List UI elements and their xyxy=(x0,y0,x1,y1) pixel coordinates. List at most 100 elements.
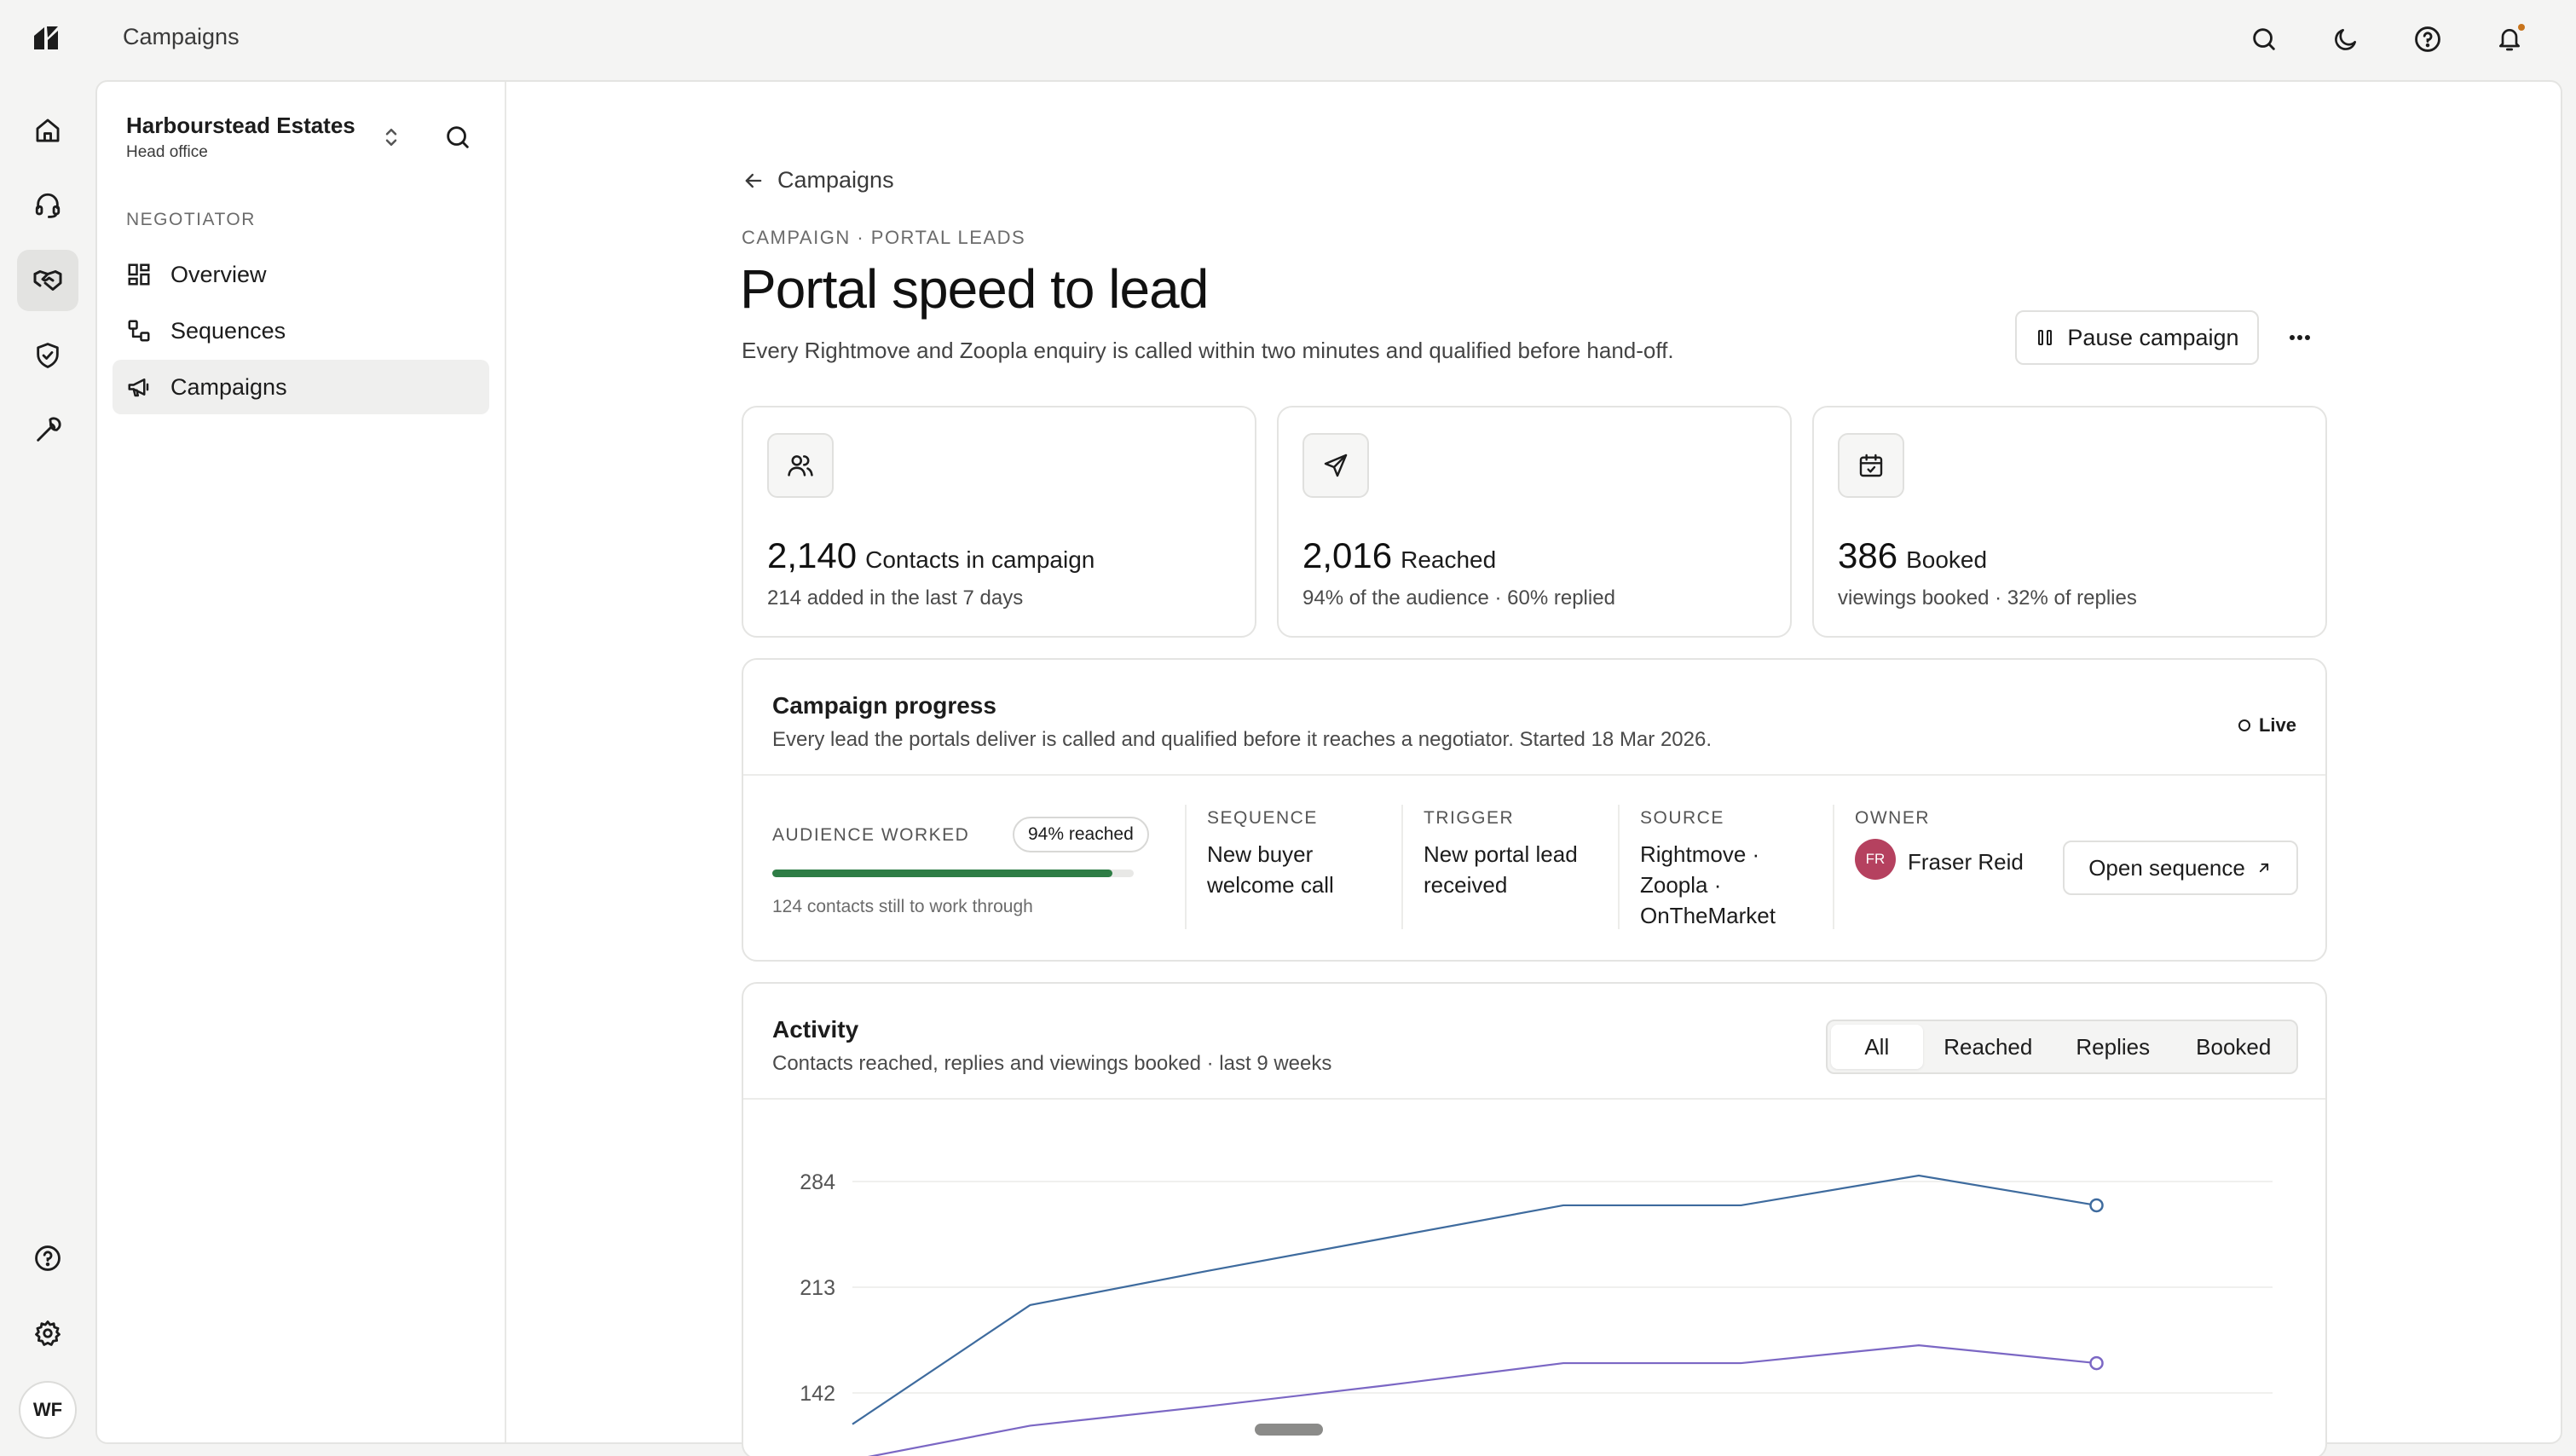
rail-security[interactable] xyxy=(17,325,78,386)
stat-icon-box xyxy=(767,433,834,498)
back-link-label: Campaigns xyxy=(777,167,894,193)
meta-separator xyxy=(1833,805,1834,929)
meta-separator xyxy=(1185,805,1187,929)
status-badge: Live xyxy=(2238,714,2296,737)
rail-tools[interactable] xyxy=(17,400,78,461)
tab-replies[interactable]: Replies xyxy=(2076,1033,2151,1060)
owner-label: OWNER xyxy=(1855,808,1930,828)
shield-icon xyxy=(37,343,59,368)
open-sequence-label: Open sequence xyxy=(2088,854,2245,881)
series-line-2 xyxy=(868,1344,2097,1456)
activity-chart: 284 213 142 xyxy=(800,1170,2273,1456)
sidebar-item-campaigns[interactable]: Campaigns xyxy=(113,360,489,414)
more-actions-button[interactable] xyxy=(2274,317,2325,358)
stat-card-reached: 2,016 Reached 94% of the audience · 60% r… xyxy=(1277,406,1792,638)
sidebar-section-label: NEGOTIATOR xyxy=(126,210,256,229)
sidebar-item-sequences[interactable]: Sequences xyxy=(113,303,489,358)
rail-help[interactable] xyxy=(17,1228,78,1289)
wrench-icon xyxy=(37,417,61,442)
stat-subtext: 214 added in the last 7 days xyxy=(767,586,1024,610)
audience-note: 124 contacts still to work through xyxy=(772,897,1033,916)
moon-icon xyxy=(2335,29,2356,50)
series-endpoint-1[interactable] xyxy=(2089,1198,2104,1213)
app-logo[interactable] xyxy=(31,24,63,53)
trigger-label: TRIGGER xyxy=(1424,808,1515,828)
rail-support[interactable] xyxy=(17,175,78,236)
stat-value-line: 2,016 Reached xyxy=(1302,535,1496,576)
owner-name: Fraser Reid xyxy=(1908,849,2024,875)
bell-icon xyxy=(2499,29,2520,51)
notification-dot xyxy=(2518,24,2525,31)
arrow-left-icon xyxy=(745,173,762,188)
open-sequence-button[interactable]: Open sequence xyxy=(2063,841,2298,895)
logo-icon xyxy=(34,26,58,49)
owner-avatar: FR xyxy=(1855,839,1896,880)
progress-title: Campaign progress xyxy=(772,692,996,719)
rail-settings[interactable] xyxy=(17,1303,78,1364)
notifications-button[interactable] xyxy=(2489,19,2530,60)
megaphone-icon xyxy=(128,378,149,397)
activity-card: Activity Contacts reached, replies and v… xyxy=(742,982,2327,1456)
topbar-title: Campaigns xyxy=(123,24,240,49)
audience-progress-bar xyxy=(772,870,1134,877)
stat-value-line: 2,140 Contacts in campaign xyxy=(767,535,1095,576)
scroll-handle[interactable] xyxy=(1255,1424,1323,1436)
page-description: Every Rightmove and Zoopla enquiry is ca… xyxy=(742,338,1674,363)
page-title: Portal speed to lead xyxy=(740,258,1209,320)
tab-all[interactable]: All xyxy=(1831,1025,1923,1069)
pause-campaign-button[interactable]: Pause campaign xyxy=(2015,310,2259,365)
pause-campaign-label: Pause campaign xyxy=(2067,324,2239,350)
help-icon xyxy=(2415,26,2440,52)
meta-separator xyxy=(1618,805,1620,929)
user-avatar[interactable]: WF xyxy=(19,1381,77,1439)
stat-card-booked: 386 Booked viewings booked · 32% of repli… xyxy=(1812,406,2327,638)
sequence-value: New buyer welcome call xyxy=(1207,841,1334,898)
y-tick-label: 213 xyxy=(800,1276,835,1300)
calendar-check-icon xyxy=(1859,454,1883,477)
search-icon xyxy=(447,126,469,148)
tab-reached[interactable]: Reached xyxy=(1944,1033,2033,1060)
search-button[interactable] xyxy=(2244,19,2284,60)
audience-label: AUDIENCE WORKED xyxy=(772,825,970,845)
users-icon xyxy=(788,455,813,477)
meta-separator xyxy=(1401,805,1403,929)
handshake-icon xyxy=(33,270,62,291)
stat-subtext: 94% of the audience · 60% replied xyxy=(1302,586,1615,610)
sidebar-item-overview[interactable]: Overview xyxy=(113,247,489,302)
sidebar-item-label: Overview xyxy=(170,261,267,287)
series-endpoint-2[interactable] xyxy=(2089,1355,2104,1371)
org-subtitle: Head office xyxy=(126,143,208,161)
stat-label: Reached xyxy=(1401,546,1497,573)
chevron-up-down-icon xyxy=(385,129,397,146)
sidebar-divider xyxy=(505,82,506,1442)
send-icon xyxy=(1324,454,1348,477)
status-dot xyxy=(2238,719,2250,731)
sidebar-search-button[interactable] xyxy=(443,123,472,152)
card-divider xyxy=(743,774,2325,776)
workflow-icon xyxy=(128,320,150,342)
org-switcher-button[interactable] xyxy=(378,123,404,152)
back-link[interactable]: Campaigns xyxy=(742,167,894,194)
audience-progress-fill xyxy=(772,870,1112,877)
source-value: Rightmove · Zoopla · OnTheMarket xyxy=(1640,841,1776,928)
progress-subtitle: Every lead the portals deliver is called… xyxy=(772,728,1712,751)
tab-booked[interactable]: Booked xyxy=(2196,1033,2272,1060)
sidebar-item-label: Sequences xyxy=(170,317,286,344)
series-line-1 xyxy=(852,1174,2097,1425)
org-name[interactable]: Harbourstead Estates xyxy=(126,113,355,138)
trigger-value: New portal lead received xyxy=(1424,841,1578,898)
campaign-progress-card: Campaign progress Every lead the portals… xyxy=(742,658,2327,962)
help-button[interactable] xyxy=(2407,19,2448,60)
audience-badge: 94% reached xyxy=(1013,817,1149,852)
rail-home[interactable] xyxy=(17,100,78,161)
grid-icon xyxy=(128,263,150,286)
stat-value: 386 xyxy=(1838,535,1898,575)
theme-toggle-button[interactable] xyxy=(2325,19,2366,60)
rail-negotiator[interactable] xyxy=(17,250,78,311)
pause-icon xyxy=(2038,330,2053,345)
more-horizontal-icon xyxy=(2290,335,2310,340)
stat-icon-box xyxy=(1302,433,1369,498)
activity-filter-tabs: All Reached Replies Booked xyxy=(1826,1020,2298,1074)
stat-subtext: viewings booked · 32% of replies xyxy=(1838,586,2137,610)
gear-icon xyxy=(35,1320,61,1346)
